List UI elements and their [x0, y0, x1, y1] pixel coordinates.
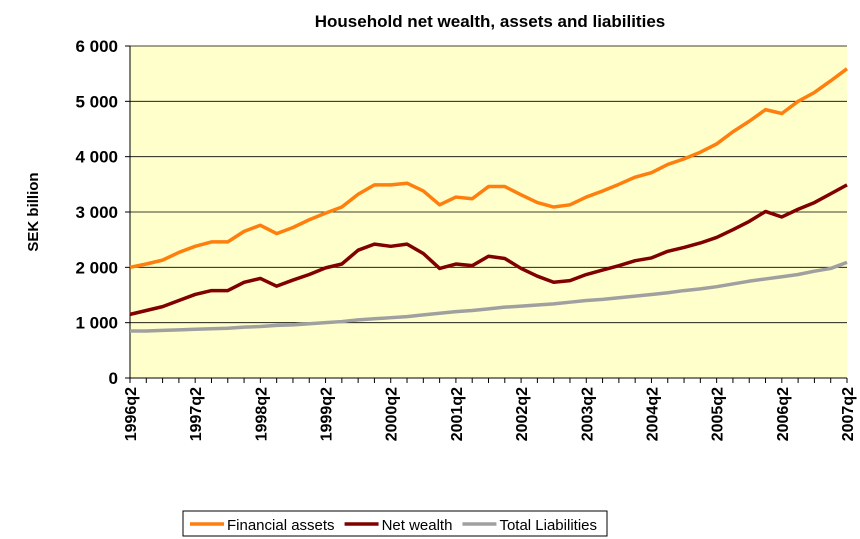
y-axis-label: SEK billion: [25, 172, 42, 251]
x-tick-label: 1997q2: [188, 387, 205, 441]
legend-box: [182, 510, 608, 537]
line-series: [129, 183, 848, 317]
x-tick-label: 2006q2: [775, 387, 792, 441]
x-tick-label: 2007q2: [840, 387, 857, 441]
legend-label: Financial assets: [227, 517, 335, 534]
legend-label: Net wealth: [382, 517, 453, 534]
x-tick-label: 2000q2: [384, 387, 401, 441]
x-tick-label: 2004q2: [644, 387, 661, 441]
y-tick-label: 4 000: [75, 148, 118, 167]
chart-title: Household net wealth, assets and liabili…: [315, 12, 665, 31]
y-tick-label: 5 000: [75, 92, 118, 111]
y-tick-label: 3 000: [75, 203, 118, 222]
line-series: [130, 260, 848, 333]
x-tick-label: 1996q2: [123, 387, 140, 441]
line-series: [129, 67, 849, 270]
y-tick-label: 2 000: [75, 258, 118, 277]
x-tick-label: 1998q2: [253, 387, 270, 441]
x-tick-label: 2001q2: [449, 387, 466, 441]
x-tick-label: 2003q2: [579, 387, 596, 441]
y-tick-label: 6 000: [75, 37, 118, 56]
legend-label: Total Liabilities: [499, 517, 597, 534]
x-tick-label: 2002q2: [514, 387, 531, 441]
x-tick-label: 2005q2: [710, 387, 727, 441]
y-tick-label: 0: [109, 369, 118, 388]
x-tick-label: 1999q2: [319, 387, 336, 441]
y-tick-label: 1 000: [75, 314, 118, 333]
